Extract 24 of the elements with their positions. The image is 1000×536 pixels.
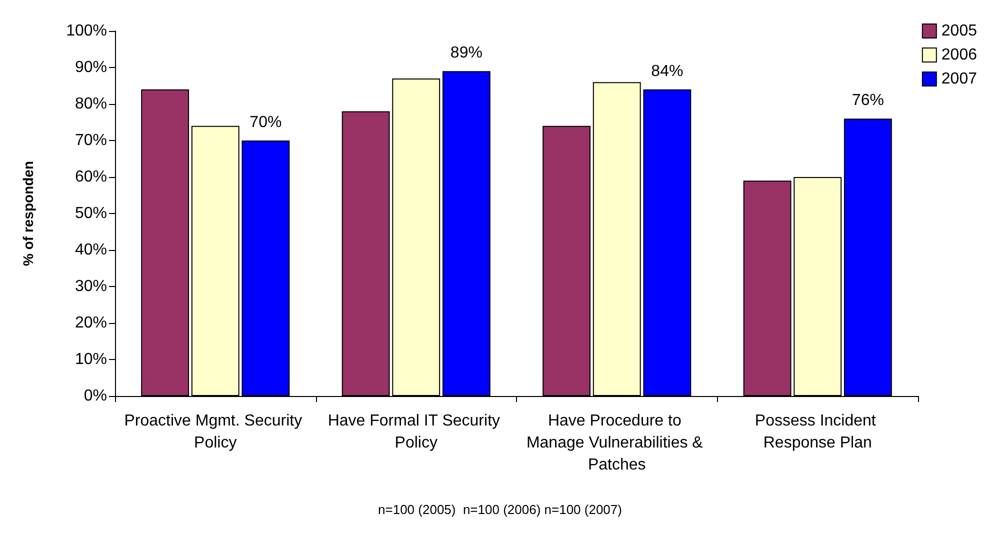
x-tick-label: Have Procedure to Manage Vulnerabilities & Patches	[526, 412, 708, 474]
y-axis-title: % of responden	[20, 160, 36, 266]
legend-label: 2005	[941, 22, 978, 40]
data-label: 89%	[450, 44, 482, 62]
y-tick-label: 100%	[66, 22, 107, 40]
data-label: 84%	[651, 62, 684, 80]
text: n=100 (2005) n=100 (2006) n=100 (2007)	[378, 502, 622, 517]
legend-label: 2007	[941, 70, 978, 88]
data-label: 76%	[852, 92, 884, 110]
y-tick-label: 0%	[84, 388, 107, 404]
y-tick-label: 80%	[74, 96, 107, 112]
x-tick-label: Possess Incident Response Plan	[754, 412, 880, 452]
data-label: 70%	[250, 114, 282, 131]
y-tick-label: 50%	[74, 205, 107, 222]
y-tick-label: 10%	[74, 351, 107, 368]
y-tick-label: 20%	[74, 314, 107, 332]
y-tick-label: 70%	[74, 132, 107, 149]
y-tick-label: 60%	[74, 168, 107, 186]
legend-label: 2006	[941, 46, 978, 64]
y-tick-label: 40%	[74, 242, 107, 258]
y-tick-label: 30%	[74, 278, 107, 295]
x-tick-label: Have Formal IT Security Policy	[328, 412, 504, 452]
x-tick-label: Proactive Mgmt. Security Policy	[124, 412, 307, 452]
y-tick-label: 90%	[74, 59, 107, 76]
